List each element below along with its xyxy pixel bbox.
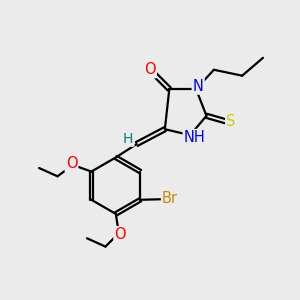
Text: S: S (226, 114, 236, 129)
Text: Br: Br (162, 191, 178, 206)
Text: NH: NH (184, 130, 206, 145)
Text: H: H (123, 132, 134, 146)
Text: O: O (66, 156, 77, 171)
Text: O: O (144, 62, 156, 77)
Text: N: N (193, 79, 204, 94)
Text: O: O (115, 227, 126, 242)
